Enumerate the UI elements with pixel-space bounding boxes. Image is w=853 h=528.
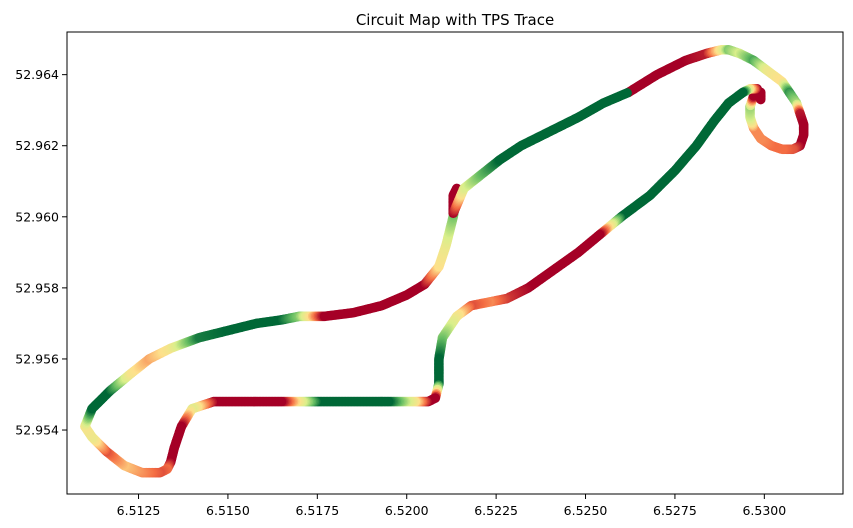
y-tick-label: 52.956 (15, 351, 59, 366)
chart-title: Circuit Map with TPS Trace (356, 11, 554, 29)
trace-fill-point (622, 88, 632, 98)
x-tick-label: 6.5300 (742, 503, 786, 518)
x-tick-label: 6.5150 (206, 503, 250, 518)
y-tick-label: 52.964 (15, 67, 59, 82)
x-tick-label: 6.5200 (385, 503, 429, 518)
y-tick-label: 52.962 (15, 138, 59, 153)
y-axis: 52.954 52.956 52.958 52.960 52.962 52.964 (15, 67, 67, 438)
y-tick-label: 52.960 (15, 209, 59, 224)
plot-frame (66, 31, 844, 495)
y-tick-label: 52.954 (15, 423, 59, 438)
x-tick-label: 6.5225 (474, 503, 518, 518)
x-tick-label: 6.5175 (295, 503, 339, 518)
x-axis: 6.5125 6.5150 6.5175 6.5200 6.5225 6.5250 6.52… (117, 494, 786, 518)
x-tick-label: 6.5125 (117, 503, 161, 518)
tps-trace (80, 44, 809, 478)
x-tick-label: 6.5275 (653, 503, 697, 518)
x-tick-label: 6.5250 (564, 503, 608, 518)
y-tick-label: 52.958 (15, 280, 59, 295)
